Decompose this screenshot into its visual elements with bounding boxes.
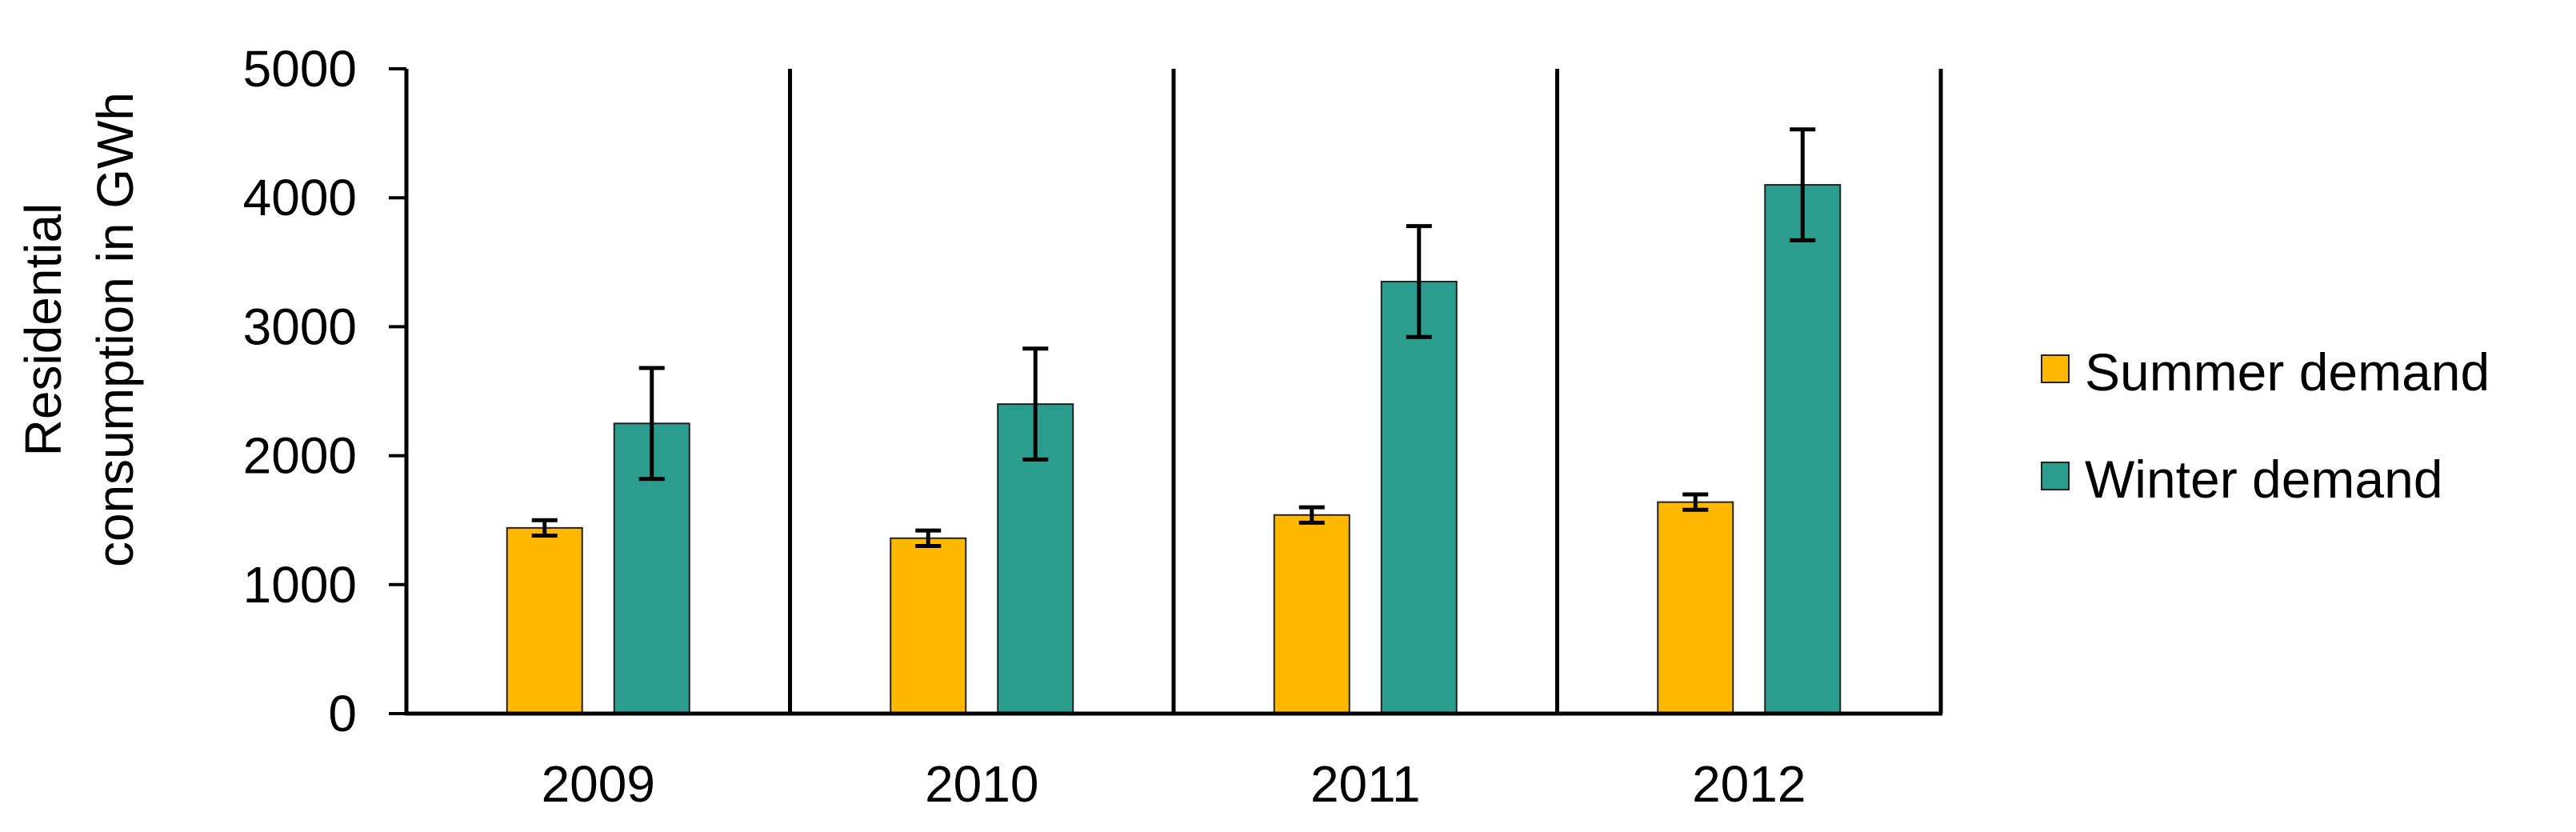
- bar-summer-demand: [1657, 501, 1734, 715]
- x-tick-label: 2010: [925, 755, 1038, 813]
- y-tick-label: 0: [328, 685, 357, 742]
- y-tick-label: 5000: [243, 40, 357, 98]
- error-bar: [1022, 346, 1049, 462]
- error-bar: [1790, 127, 1816, 242]
- legend-item: Winter demand: [2041, 450, 2443, 509]
- x-tick-label: 2012: [1692, 755, 1806, 813]
- bar-summer-demand: [890, 537, 967, 714]
- y-tick-label: 4000: [243, 169, 357, 226]
- axes: [404, 69, 1942, 716]
- y-tick-label: 2000: [243, 427, 357, 485]
- x-tick-label: 2011: [1310, 755, 1421, 813]
- legend-label: Summer demand: [2085, 342, 2490, 402]
- y-axis-ticks: 0 1000 2000 3000 4000 5000: [243, 40, 406, 742]
- error-bar: [1406, 224, 1432, 339]
- y-tick-label: 1000: [243, 556, 357, 614]
- error-bar: [1298, 505, 1325, 525]
- legend-swatch: [2041, 354, 2070, 383]
- group-separators: [788, 69, 1943, 714]
- legend-item: Summer demand: [2041, 342, 2490, 402]
- legend: Summer demand Winter demand: [2041, 342, 2490, 509]
- bar-winter-demand: [1380, 280, 1458, 715]
- error-bar: [531, 518, 558, 538]
- bar-summer-demand: [1273, 514, 1350, 715]
- y-tick-label: 3000: [243, 298, 357, 355]
- legend-swatch: [2041, 462, 2070, 490]
- y-axis-title-line-2: consumption in GWh: [86, 92, 144, 567]
- x-axis-tick-labels: 2009 2010 2011 2012: [542, 755, 1806, 813]
- bar-winter-demand: [1764, 184, 1842, 714]
- legend-label: Winter demand: [2085, 450, 2443, 509]
- error-bar: [915, 528, 942, 548]
- y-axis-title-line-1: Residential: [14, 203, 72, 457]
- x-tick-label: 2009: [542, 755, 655, 813]
- error-bar: [1682, 492, 1709, 512]
- y-axis-title: Residential consumption in GWh: [14, 92, 144, 567]
- error-bar: [638, 366, 665, 482]
- error-bars: [531, 127, 1816, 548]
- bar-summer-demand: [506, 526, 583, 715]
